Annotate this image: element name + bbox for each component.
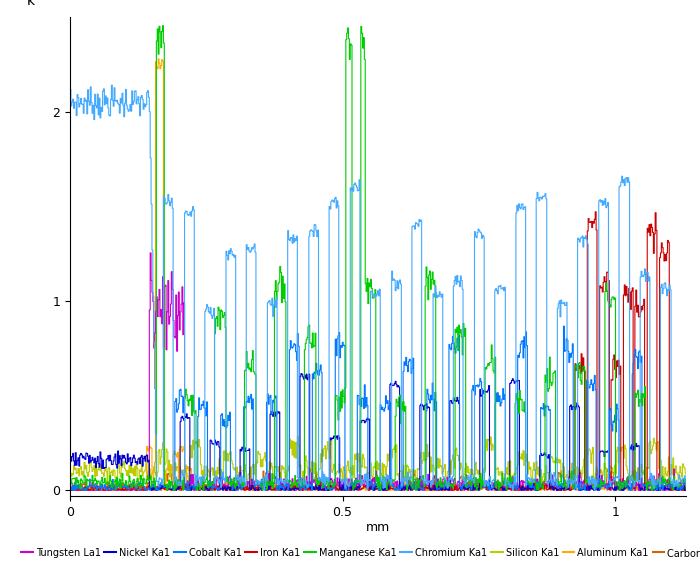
Legend: Tungsten La1, Nickel Ka1, Cobalt Ka1, Iron Ka1, Manganese Ka1, Chromium Ka1, Sil: Tungsten La1, Nickel Ka1, Cobalt Ka1, Ir… — [17, 544, 700, 563]
Text: k: k — [27, 0, 35, 7]
X-axis label: mm: mm — [366, 522, 390, 535]
